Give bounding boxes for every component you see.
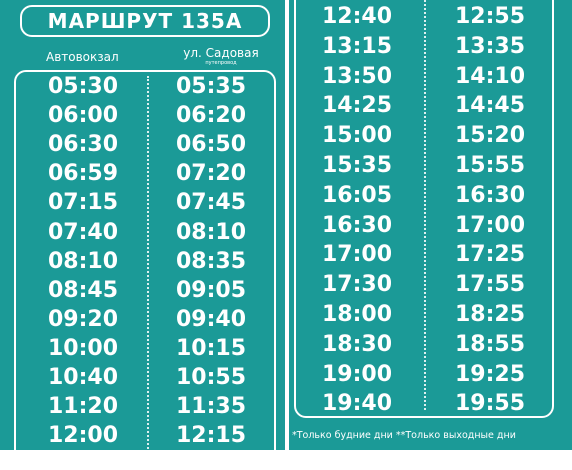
times-frame-right	[294, 0, 554, 418]
departure-time: 16:05	[321, 182, 393, 208]
departure-time: 10:55	[175, 365, 247, 390]
departure-time: 07:15	[47, 190, 119, 216]
departure-time: 17:55	[454, 272, 526, 298]
departure-time: 08:10	[175, 219, 247, 245]
departure-time: 16:30	[454, 182, 526, 208]
departure-time: 14:25	[321, 93, 393, 119]
departure-time: 13:15	[321, 33, 393, 59]
departure-time: 17:00	[321, 242, 393, 268]
departure-time: 09:40	[175, 306, 247, 332]
schedule-panel-left: МАРШРУТ 135А Автовокзал ул. Садовая путе…	[0, 0, 285, 450]
departure-time: 19:55	[454, 391, 526, 417]
departure-time: 06:30	[47, 132, 119, 158]
departure-time: 19:40	[321, 391, 393, 417]
departure-time: 17:25	[454, 242, 526, 268]
departure-time: 18:00	[321, 302, 393, 327]
footnote: *Только будние дни **Только выходные дни	[292, 430, 516, 441]
departure-time: 13:50	[321, 63, 393, 89]
departure-time: 18:25	[454, 302, 526, 327]
departure-time: 09:20	[47, 306, 119, 332]
departure-time: 12:15	[175, 423, 247, 449]
stop-label-sadovaya-sub: путепровод	[205, 60, 237, 66]
departure-time: 12:00	[47, 423, 119, 449]
departure-time: 14:45	[454, 93, 526, 119]
departure-time: 07:20	[175, 161, 247, 187]
column-divider-right	[424, 0, 426, 410]
departure-time: 10:40	[47, 365, 119, 390]
departure-time: 07:40	[47, 219, 119, 245]
departure-time: 11:20	[47, 394, 119, 420]
departure-time: 08:45	[47, 277, 119, 303]
departure-time: 06:20	[175, 103, 247, 129]
departure-time: 13:35	[454, 33, 526, 59]
departure-time: 15:00	[321, 123, 393, 149]
departure-time: 11:35	[175, 394, 247, 420]
departure-time: 10:00	[47, 335, 119, 361]
departure-time: 15:55	[454, 153, 526, 178]
departure-time: 09:05	[175, 277, 247, 303]
departure-time: 05:35	[175, 74, 247, 99]
departure-time: 06:50	[175, 132, 247, 158]
departure-time: 15:35	[321, 153, 393, 178]
column-divider-left	[147, 76, 149, 456]
departure-time: 06:59	[47, 161, 119, 187]
departure-time: 16:30	[321, 212, 393, 238]
departure-time: 06:00	[47, 103, 119, 129]
departure-time: 18:30	[321, 331, 393, 357]
departure-time: 05:30	[47, 74, 119, 99]
departure-time: 08:10	[47, 248, 119, 274]
departure-time: 18:55	[454, 331, 526, 357]
schedule-panel-right	[289, 0, 572, 450]
departure-time: 12:55	[454, 4, 526, 29]
stop-label-sadovaya: ул. Садовая путепровод	[176, 46, 266, 66]
departure-time: 15:20	[454, 123, 526, 149]
departure-time: 14:10	[454, 63, 526, 89]
departure-time: 08:35	[175, 248, 247, 274]
stop-label-avtovokzal: Автовокзал	[46, 50, 119, 64]
departure-time: 19:00	[321, 361, 393, 387]
departure-time: 12:40	[321, 4, 393, 29]
departure-time: 17:00	[454, 212, 526, 238]
departure-time: 17:30	[321, 272, 393, 298]
departure-time: 07:45	[175, 190, 247, 216]
route-title: МАРШРУТ 135А	[20, 5, 270, 37]
departure-time: 19:25	[454, 361, 526, 387]
departure-time: 10:15	[175, 335, 247, 361]
stop-label-sadovaya-main: ул. Садовая	[183, 46, 259, 60]
